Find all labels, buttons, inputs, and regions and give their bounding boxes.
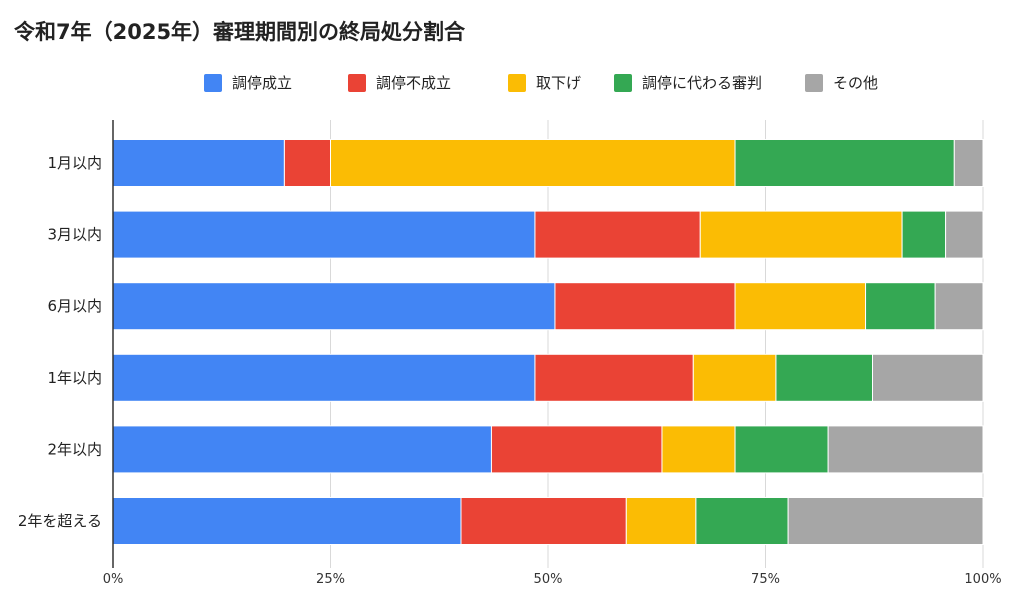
- bar-segment: [695, 497, 789, 545]
- bar-segment: [112, 282, 556, 331]
- bar-segment: [112, 497, 462, 545]
- legend-item: 取下げ: [508, 72, 581, 93]
- bar-segment: [934, 282, 984, 331]
- x-tick-label: 75%: [751, 572, 780, 587]
- y-category-label: 3月以内: [47, 226, 102, 244]
- bar-segment: [734, 425, 829, 474]
- x-tick-label: 50%: [534, 572, 563, 587]
- bar-segment: [872, 353, 984, 402]
- bar-segment: [901, 210, 947, 259]
- bar-segment: [490, 425, 663, 474]
- bar-segment: [112, 210, 536, 259]
- bar-segment: [112, 425, 492, 474]
- bar-segment: [330, 139, 736, 187]
- y-category-label: 6月以内: [47, 297, 102, 315]
- y-category-label: 2年以内: [47, 440, 102, 458]
- legend-item: 調停に代わる審判: [614, 72, 762, 93]
- x-tick-label: 0%: [103, 572, 124, 587]
- legend-item: 調停不成立: [348, 72, 451, 93]
- bar-segment: [534, 353, 694, 402]
- bar-segment: [953, 139, 984, 187]
- bar-segment: [460, 497, 627, 545]
- chart-legend: 調停成立 調停不成立 取下げ 調停に代わる審判 その他: [0, 72, 1024, 102]
- legend-swatch: [508, 73, 526, 92]
- bar-segment: [865, 282, 936, 331]
- bar-segment: [554, 282, 736, 331]
- bar-segment: [534, 210, 701, 259]
- bar-segment: [112, 353, 536, 402]
- legend-swatch: [348, 73, 366, 92]
- legend-label: 調停不成立: [376, 74, 452, 92]
- x-tick-label: 100%: [964, 572, 1001, 587]
- chart-title: 令和7年（2025年）審理期間別の終局処分割合: [14, 20, 466, 44]
- legend-label: 調停成立: [232, 74, 293, 92]
- bar-segment: [661, 425, 736, 474]
- legend-label: 調停に代わる審判: [642, 74, 763, 92]
- legend-item: その他: [805, 72, 878, 93]
- y-category-label: 1月以内: [47, 154, 102, 172]
- legend-swatch: [204, 73, 222, 92]
- legend-item: 調停成立: [204, 72, 292, 93]
- bar-segment: [625, 497, 697, 545]
- legend-label: 取下げ: [536, 74, 582, 92]
- bar-segment: [827, 425, 984, 474]
- bar-segment: [734, 282, 867, 331]
- bar-segment: [787, 497, 984, 545]
- x-tick-label: 25%: [316, 572, 345, 587]
- bar-segment: [112, 139, 285, 187]
- bar-segment: [283, 139, 332, 187]
- bar-segment: [692, 353, 777, 402]
- legend-swatch: [614, 73, 632, 92]
- legend-label: その他: [833, 74, 879, 92]
- legend-swatch: [805, 73, 823, 92]
- bar-segment: [945, 210, 984, 259]
- bar-segment: [734, 139, 955, 187]
- y-category-label: 1年以内: [47, 369, 102, 387]
- bar-segment: [699, 210, 903, 259]
- y-category-label: 2年を超える: [18, 512, 102, 530]
- bar-segment: [775, 353, 874, 402]
